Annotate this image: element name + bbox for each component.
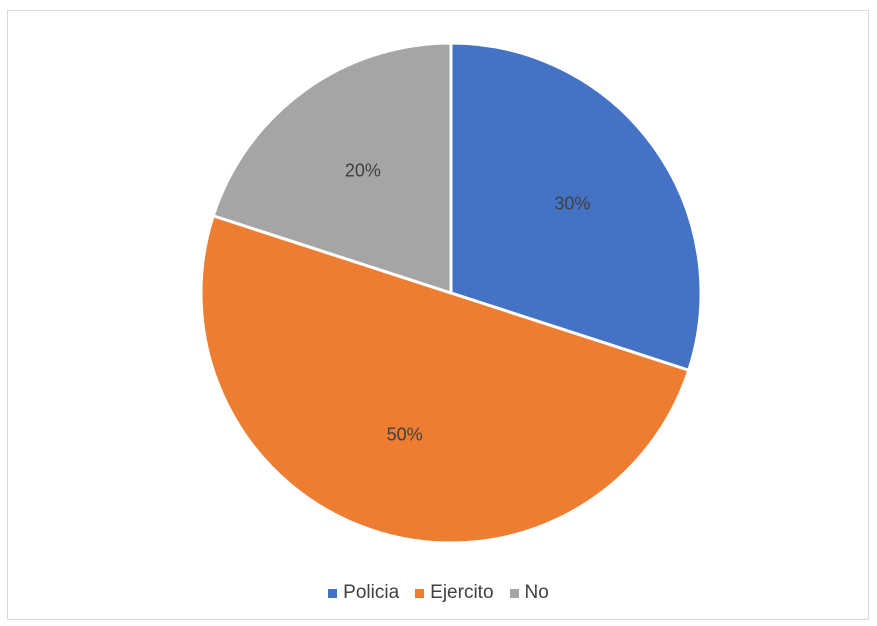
data-label-no: 20% (345, 160, 381, 180)
legend-label-ejercito: Ejercito (430, 582, 494, 603)
legend-swatch-ejercito (415, 588, 425, 598)
pie-slice-policia[interactable] (449, 41, 703, 372)
data-label-ejercito: 50% (387, 424, 423, 444)
legend-item-ejercito[interactable]: Ejercito (415, 582, 494, 604)
data-label-policia: 30% (554, 194, 590, 214)
legend: Policia Ejercito No (0, 582, 877, 604)
pie-slice-no[interactable] (211, 41, 453, 295)
legend-swatch-policia (328, 588, 338, 598)
legend-label-no: No (524, 582, 549, 603)
pie-labels: 30% 50% 20% (345, 160, 591, 444)
legend-label-policia: Policia (343, 582, 400, 603)
pie-slice-ejercito[interactable] (199, 214, 691, 545)
legend-swatch-no (509, 588, 519, 598)
pie-slices (199, 41, 703, 545)
legend-item-no[interactable]: No (509, 582, 549, 604)
legend-item-policia[interactable]: Policia (328, 582, 399, 604)
